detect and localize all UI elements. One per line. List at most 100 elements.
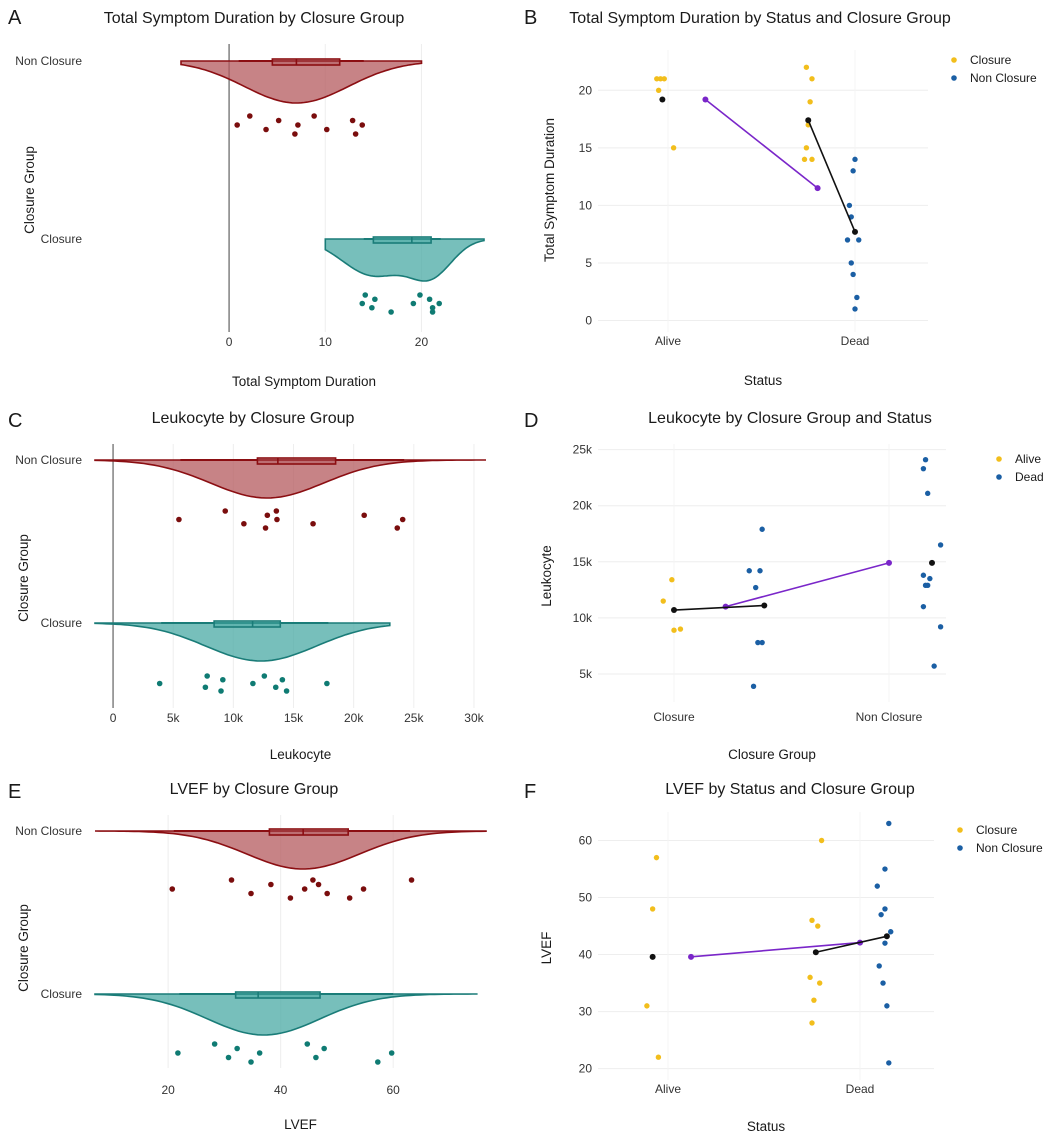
data-point — [369, 304, 375, 311]
y-tick-label: 20k — [573, 499, 593, 513]
legend-swatch — [951, 57, 957, 63]
data-point — [931, 663, 937, 669]
x-tick-label: 25k — [404, 711, 424, 725]
x-tick-label: 0 — [110, 711, 117, 725]
iqr-box — [271, 58, 341, 66]
data-point — [372, 296, 378, 303]
legend-label: Alive — [1015, 452, 1041, 466]
legend: Closure Non Closure — [951, 53, 1037, 85]
x-tick-label: 5k — [167, 711, 181, 725]
x-tick-label: 20 — [161, 1083, 175, 1097]
data-point — [669, 577, 675, 583]
data-point — [295, 122, 301, 128]
data-point — [410, 300, 417, 307]
iqr-box — [213, 620, 282, 628]
data-point — [261, 673, 268, 679]
data-point — [225, 1054, 232, 1061]
data-point — [315, 881, 322, 888]
data-point — [854, 294, 860, 301]
data-point — [670, 145, 677, 151]
x-tick-label: Alive — [655, 1082, 681, 1096]
y-tick-label: 5 — [585, 256, 592, 270]
group-label: Non Closure — [15, 824, 82, 838]
data-point — [746, 568, 752, 574]
group-non-closure: Non Closure — [15, 453, 486, 531]
chart-title: Leukocyte by Closure Group — [152, 410, 355, 427]
density-curve — [180, 60, 423, 104]
data-point — [228, 877, 235, 883]
data-point — [886, 820, 892, 827]
x-tick-label: Dead — [841, 334, 870, 348]
data-point — [426, 296, 433, 303]
data-point — [352, 131, 359, 137]
data-point — [429, 304, 436, 311]
legend-label: Non Closure — [970, 71, 1037, 85]
x-axis-title: Total Symptom Duration — [232, 374, 376, 389]
black-mean-point — [852, 228, 858, 235]
data-point — [222, 508, 229, 514]
data-point — [755, 639, 761, 646]
data-point — [937, 624, 944, 630]
legend-swatch — [996, 474, 1002, 480]
data-point — [886, 1060, 892, 1066]
x-tick-label: Non Closure — [856, 710, 923, 724]
black-mean-line — [673, 604, 765, 611]
data-point — [359, 122, 366, 128]
data-point — [925, 582, 931, 589]
data-point — [374, 1059, 381, 1065]
data-point — [882, 866, 888, 872]
data-point — [241, 520, 247, 527]
data-point — [429, 309, 436, 315]
data-point — [809, 76, 815, 82]
data-point — [301, 886, 308, 892]
data-point — [399, 516, 406, 523]
data-point — [272, 684, 279, 691]
x-tick-label: Dead — [846, 1082, 875, 1096]
x-axis-title: LVEF — [284, 1117, 317, 1132]
legend: Alive Dead — [996, 452, 1044, 484]
data-point — [671, 627, 677, 633]
data-point — [809, 156, 815, 163]
y-tick-label: 5k — [579, 667, 593, 681]
data-point — [920, 572, 927, 578]
panel-b: B Total Symptom Duration by Status and Cl… — [524, 7, 1037, 388]
data-point — [803, 64, 810, 70]
data-point — [346, 895, 353, 901]
legend-label: Closure — [970, 53, 1012, 67]
x-tick-label: 40 — [274, 1083, 288, 1097]
data-point — [880, 980, 886, 986]
data-point — [324, 680, 330, 687]
purple-mean-line — [704, 98, 819, 189]
data-point — [750, 683, 757, 689]
data-point — [888, 929, 894, 935]
iqr-box — [256, 457, 337, 465]
data-point — [156, 680, 163, 687]
data-point — [202, 684, 209, 691]
data-point — [248, 1059, 254, 1065]
series-blue — [874, 820, 894, 1066]
group-label: Non Closure — [15, 54, 82, 68]
data-point — [211, 1041, 218, 1047]
density-curve — [94, 830, 487, 870]
data-point — [218, 688, 224, 694]
y-tick-label: 15k — [573, 555, 593, 569]
black-mean-point — [671, 607, 677, 614]
data-point — [801, 156, 808, 163]
data-point — [304, 1041, 311, 1047]
data-point — [882, 906, 888, 912]
data-point — [283, 688, 290, 694]
data-point — [655, 87, 662, 93]
data-point — [677, 626, 684, 632]
data-point — [874, 883, 880, 889]
data-point — [234, 122, 240, 128]
data-point — [759, 526, 765, 532]
y-tick-label: 10k — [573, 611, 593, 625]
black-mean-point — [761, 602, 768, 609]
series-yellow — [654, 64, 815, 163]
data-point — [927, 575, 933, 582]
data-point — [204, 673, 210, 679]
group-closure: Closure — [41, 987, 478, 1065]
data-point — [169, 886, 176, 892]
panel-f: F LVEF by Status and Closure Group 20 30 40 5… — [524, 781, 1043, 1134]
data-point — [359, 300, 366, 307]
